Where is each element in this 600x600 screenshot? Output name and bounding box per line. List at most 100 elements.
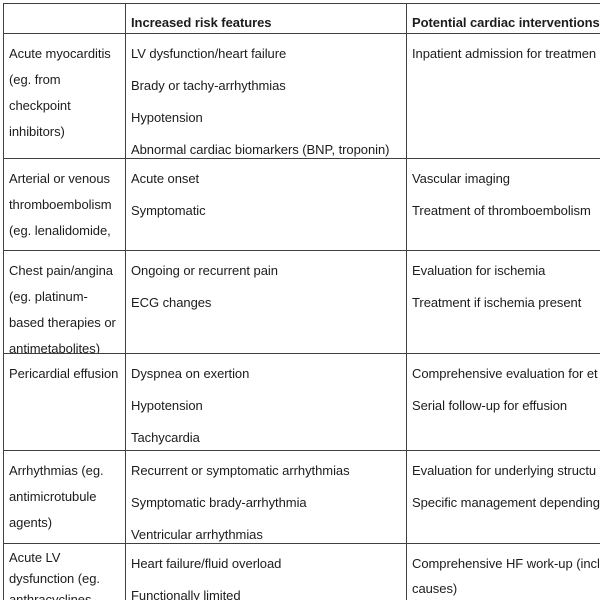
text-line: LV dysfunction/heart failure [131,46,287,61]
paragraph: Abnormal cardiac biomarkers (BNP, tropon… [131,137,401,158]
text-line: Acute myocarditis [9,46,111,61]
cell-condition: Arterial or venous thromboembolism (eg. le… [4,159,126,251]
paragraph: Recurrent or symptomatic arrhythmias [131,458,401,483]
text-line: antimetabolites) [9,341,100,354]
cardiac-risk-table: Increased risk features Potential cardia… [3,3,600,600]
paragraph: Ventricular arrhythmias [131,522,401,543]
paragraph: Serial follow-up for effusion [412,393,600,418]
text-line: Specific management depending [412,495,600,510]
cell-risk-features: Dyspnea on exertion Hypotension Tachycardi… [126,354,407,451]
paragraph: Hypotension [131,105,401,130]
text-line: Acute LV [9,550,61,565]
cell-interventions: Inpatient admission for treatmen [407,34,600,159]
paragraph: Inpatient admission for treatmen [412,41,600,66]
paragraph: Comprehensive HF work-up (incl causes) [412,551,600,600]
header-risk-features-label: Increased risk features [131,15,272,30]
text-line: Hypotension [131,110,203,125]
text-line: Evaluation for ischemia [412,263,546,278]
text-line: Treatment if ischemia present [412,295,582,310]
text-line: Evaluation for underlying structu [412,463,597,478]
text-line: Comprehensive HF work-up (incl [412,556,600,571]
cell-condition: Acute myocarditis (eg. from checkpoint inhi… [4,34,126,159]
text-line: Ongoing or recurrent pain [131,263,278,278]
paragraph: Tachycardia [131,425,401,450]
paragraph: Treatment of thromboembolism [412,198,600,223]
cell-risk-features: Acute onset Symptomatic [126,159,407,251]
paragraph: Acute myocarditis (eg. from checkpoint inhi… [9,41,120,145]
text-line: agents) [9,515,53,530]
text-line: antimicrotubule [9,489,97,504]
paragraph: Ongoing or recurrent pain [131,258,401,283]
paragraph: Symptomatic [131,198,401,223]
paragraph: Vascular imaging [412,166,600,191]
text-line: Abnormal cardiac biomarkers (BNP, tropon… [131,142,390,157]
cell-interventions: Evaluation for ischemia Treatment if isch… [407,251,600,354]
paragraph: Pericardial effusion [9,361,120,387]
cell-interventions: Comprehensive HF work-up (incl causes) [407,544,600,600]
cell-risk-features: Heart failure/fluid overload Functionally… [126,544,407,600]
text-line: Symptomatic [131,203,206,218]
text-line: Inpatient admission for treatmen [412,46,597,61]
cell-condition: Acute LV dysfunction (eg. anthracyclines, [4,544,126,600]
paragraph: Functionally limited [131,583,401,600]
text-line: dysfunction (eg. [9,571,100,586]
text-line: Arrhythmias (eg. [9,463,104,478]
text-line: Symptomatic brady-arrhythmia [131,495,307,510]
cell-interventions: Comprehensive evaluation for et Serial fo… [407,354,600,451]
cell-interventions: Vascular imaging Treatment of thromboembo… [407,159,600,251]
text-line: Acute onset [131,171,200,186]
cell-risk-features: LV dysfunction/heart failure Brady or tac… [126,34,407,159]
paragraph: Heart failure/fluid overload [131,551,401,576]
paragraph: Evaluation for ischemia [412,258,600,283]
paragraph: Comprehensive evaluation for et [412,361,600,386]
text-line: Recurrent or symptomatic arrhythmias [131,463,350,478]
header-cell-condition [4,4,126,34]
text-line: Serial follow-up for effusion [412,398,568,413]
text-line: causes) [412,581,458,596]
text-line: Vascular imaging [412,171,510,186]
paragraph: Evaluation for underlying structu [412,458,600,483]
paragraph: Dyspnea on exertion [131,361,401,386]
text-line: Comprehensive evaluation for et [412,366,598,381]
text-line: (eg. platinum- [9,289,88,304]
cell-condition: Chest pain/angina (eg. platinum-based the… [4,251,126,354]
text-line: Treatment of thromboembolism [412,203,591,218]
text-line: inhibitors) [9,124,65,139]
paragraph: Hypotension [131,393,401,418]
paragraph: Arterial or venous thromboembolism (eg. le… [9,166,120,250]
paragraph: Chest pain/angina (eg. platinum-based the… [9,258,120,354]
text-line: based therapies or [9,315,116,330]
text-line: Chest pain/angina [9,263,113,278]
cell-interventions: Evaluation for underlying structu Specifi… [407,451,600,544]
cell-risk-features: Recurrent or symptomatic arrhythmias Symp… [126,451,407,544]
header-cell-interventions: Potential cardiac interventions a [407,4,600,34]
cell-risk-features: Ongoing or recurrent pain ECG changes [126,251,407,354]
paragraph: ECG changes [131,290,401,315]
text-line: Tachycardia [131,430,200,445]
paragraph: Specific management depending [412,490,600,515]
text-line: anthracyclines, [9,592,95,600]
text-line: (eg. lenalidomide, [9,223,111,238]
text-line: thromboembolism [9,197,112,212]
text-line: Hypotension [131,398,203,413]
paragraph: Acute onset [131,166,401,191]
text-line: Dyspnea on exertion [131,366,250,381]
text-line: Heart failure/fluid overload [131,556,282,571]
paragraph: Treatment if ischemia present [412,290,600,315]
text-line: pomalidomide) [9,244,120,250]
cell-condition: Pericardial effusion [4,354,126,451]
paragraph: LV dysfunction/heart failure [131,41,401,66]
paragraph: Arrhythmias (eg. antimicrotubule agents) [9,458,120,536]
text-line: Brady or tachy-arrhythmias [131,78,286,93]
text-line: Pericardial effusion [9,366,119,381]
text-line: (eg. from [9,72,61,87]
header-interventions-label: Potential cardiac interventions a [412,15,600,30]
header-cell-risk-features: Increased risk features [126,4,407,34]
text-line: ECG changes [131,295,212,310]
text-line: Arterial or venous [9,171,110,186]
cell-condition: Arrhythmias (eg. antimicrotubule agents) [4,451,126,544]
text-line: Ventricular arrhythmias [131,527,263,542]
text-line: Functionally limited [131,588,241,600]
paragraph: Symptomatic brady-arrhythmia [131,490,401,515]
